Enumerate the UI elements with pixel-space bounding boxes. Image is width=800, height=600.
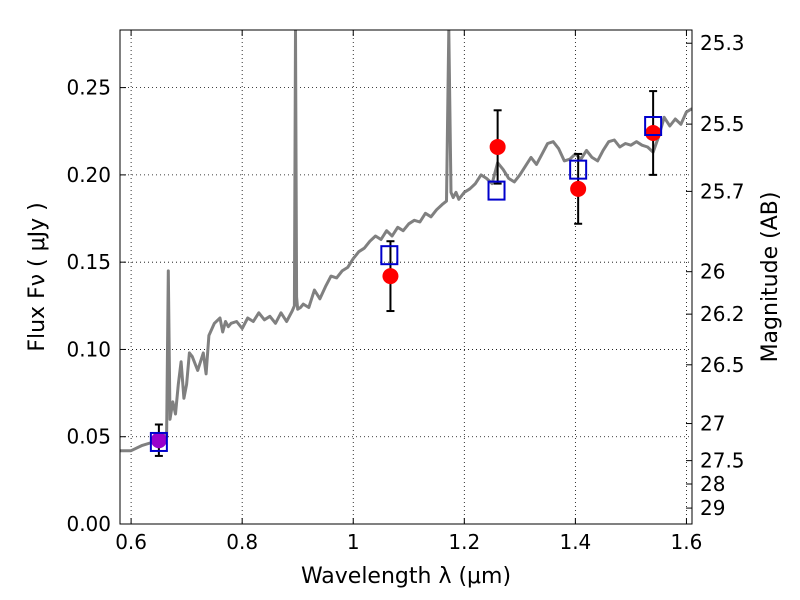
model-point — [569, 159, 588, 180]
tick-labels: 0.6 0.8 1 1.2 1.4 1.6 0.00 0.05 0.10 0.15 0.20 0.25… — [66, 31, 744, 554]
mag-tick-label: 29 — [700, 496, 725, 520]
mag-tick-label: 25.3 — [700, 31, 745, 55]
y-axis-label: Flux Fν ( μJy ) — [25, 202, 50, 351]
model-point — [487, 180, 506, 201]
observed-point — [489, 138, 506, 155]
x-tick-label: 1.6 — [671, 530, 703, 554]
x-tick-label: 0.8 — [226, 530, 258, 554]
plot-frame — [119, 29, 693, 525]
observed-point — [645, 124, 662, 141]
y-tick-label: 0.25 — [66, 76, 111, 100]
y2-axis-label: Magnitude (AB) — [758, 192, 783, 363]
mag-tick-label: 26.2 — [700, 302, 745, 326]
x-axis-label: Wavelength λ (μm) — [301, 564, 511, 589]
model-point — [380, 245, 399, 266]
tick-marks — [120, 30, 692, 525]
y-tick-label: 0.10 — [66, 337, 111, 361]
mag-tick-label: 26 — [700, 260, 725, 284]
mag-tick-label: 28 — [700, 472, 725, 496]
y-tick-label: 0.15 — [66, 250, 111, 274]
y-tick-label: 0.00 — [66, 512, 111, 536]
spectrum-line — [120, 30, 692, 453]
x-tick-label: 1.2 — [448, 530, 480, 554]
grid-lines — [120, 30, 692, 524]
x-tick-label: 1.4 — [559, 530, 591, 554]
y-tick-label: 0.20 — [66, 163, 111, 187]
x-tick-label: 0.6 — [115, 530, 147, 554]
x-tick-label: 1 — [347, 530, 360, 554]
mag-tick-label: 27 — [700, 412, 725, 436]
mag-tick-label: 25.5 — [700, 112, 745, 136]
model-point — [644, 116, 663, 137]
observed-point — [382, 268, 399, 285]
y-tick-label: 0.05 — [66, 425, 111, 449]
spectrum-layer — [120, 30, 692, 453]
model-point — [149, 431, 168, 452]
observed-point — [150, 432, 167, 449]
mag-tick-label: 25.7 — [700, 179, 745, 203]
points-layer — [149, 90, 663, 457]
mag-tick-label: 27.5 — [700, 449, 745, 473]
mag-tick-label: 26.5 — [700, 353, 745, 377]
observed-point — [570, 180, 587, 197]
